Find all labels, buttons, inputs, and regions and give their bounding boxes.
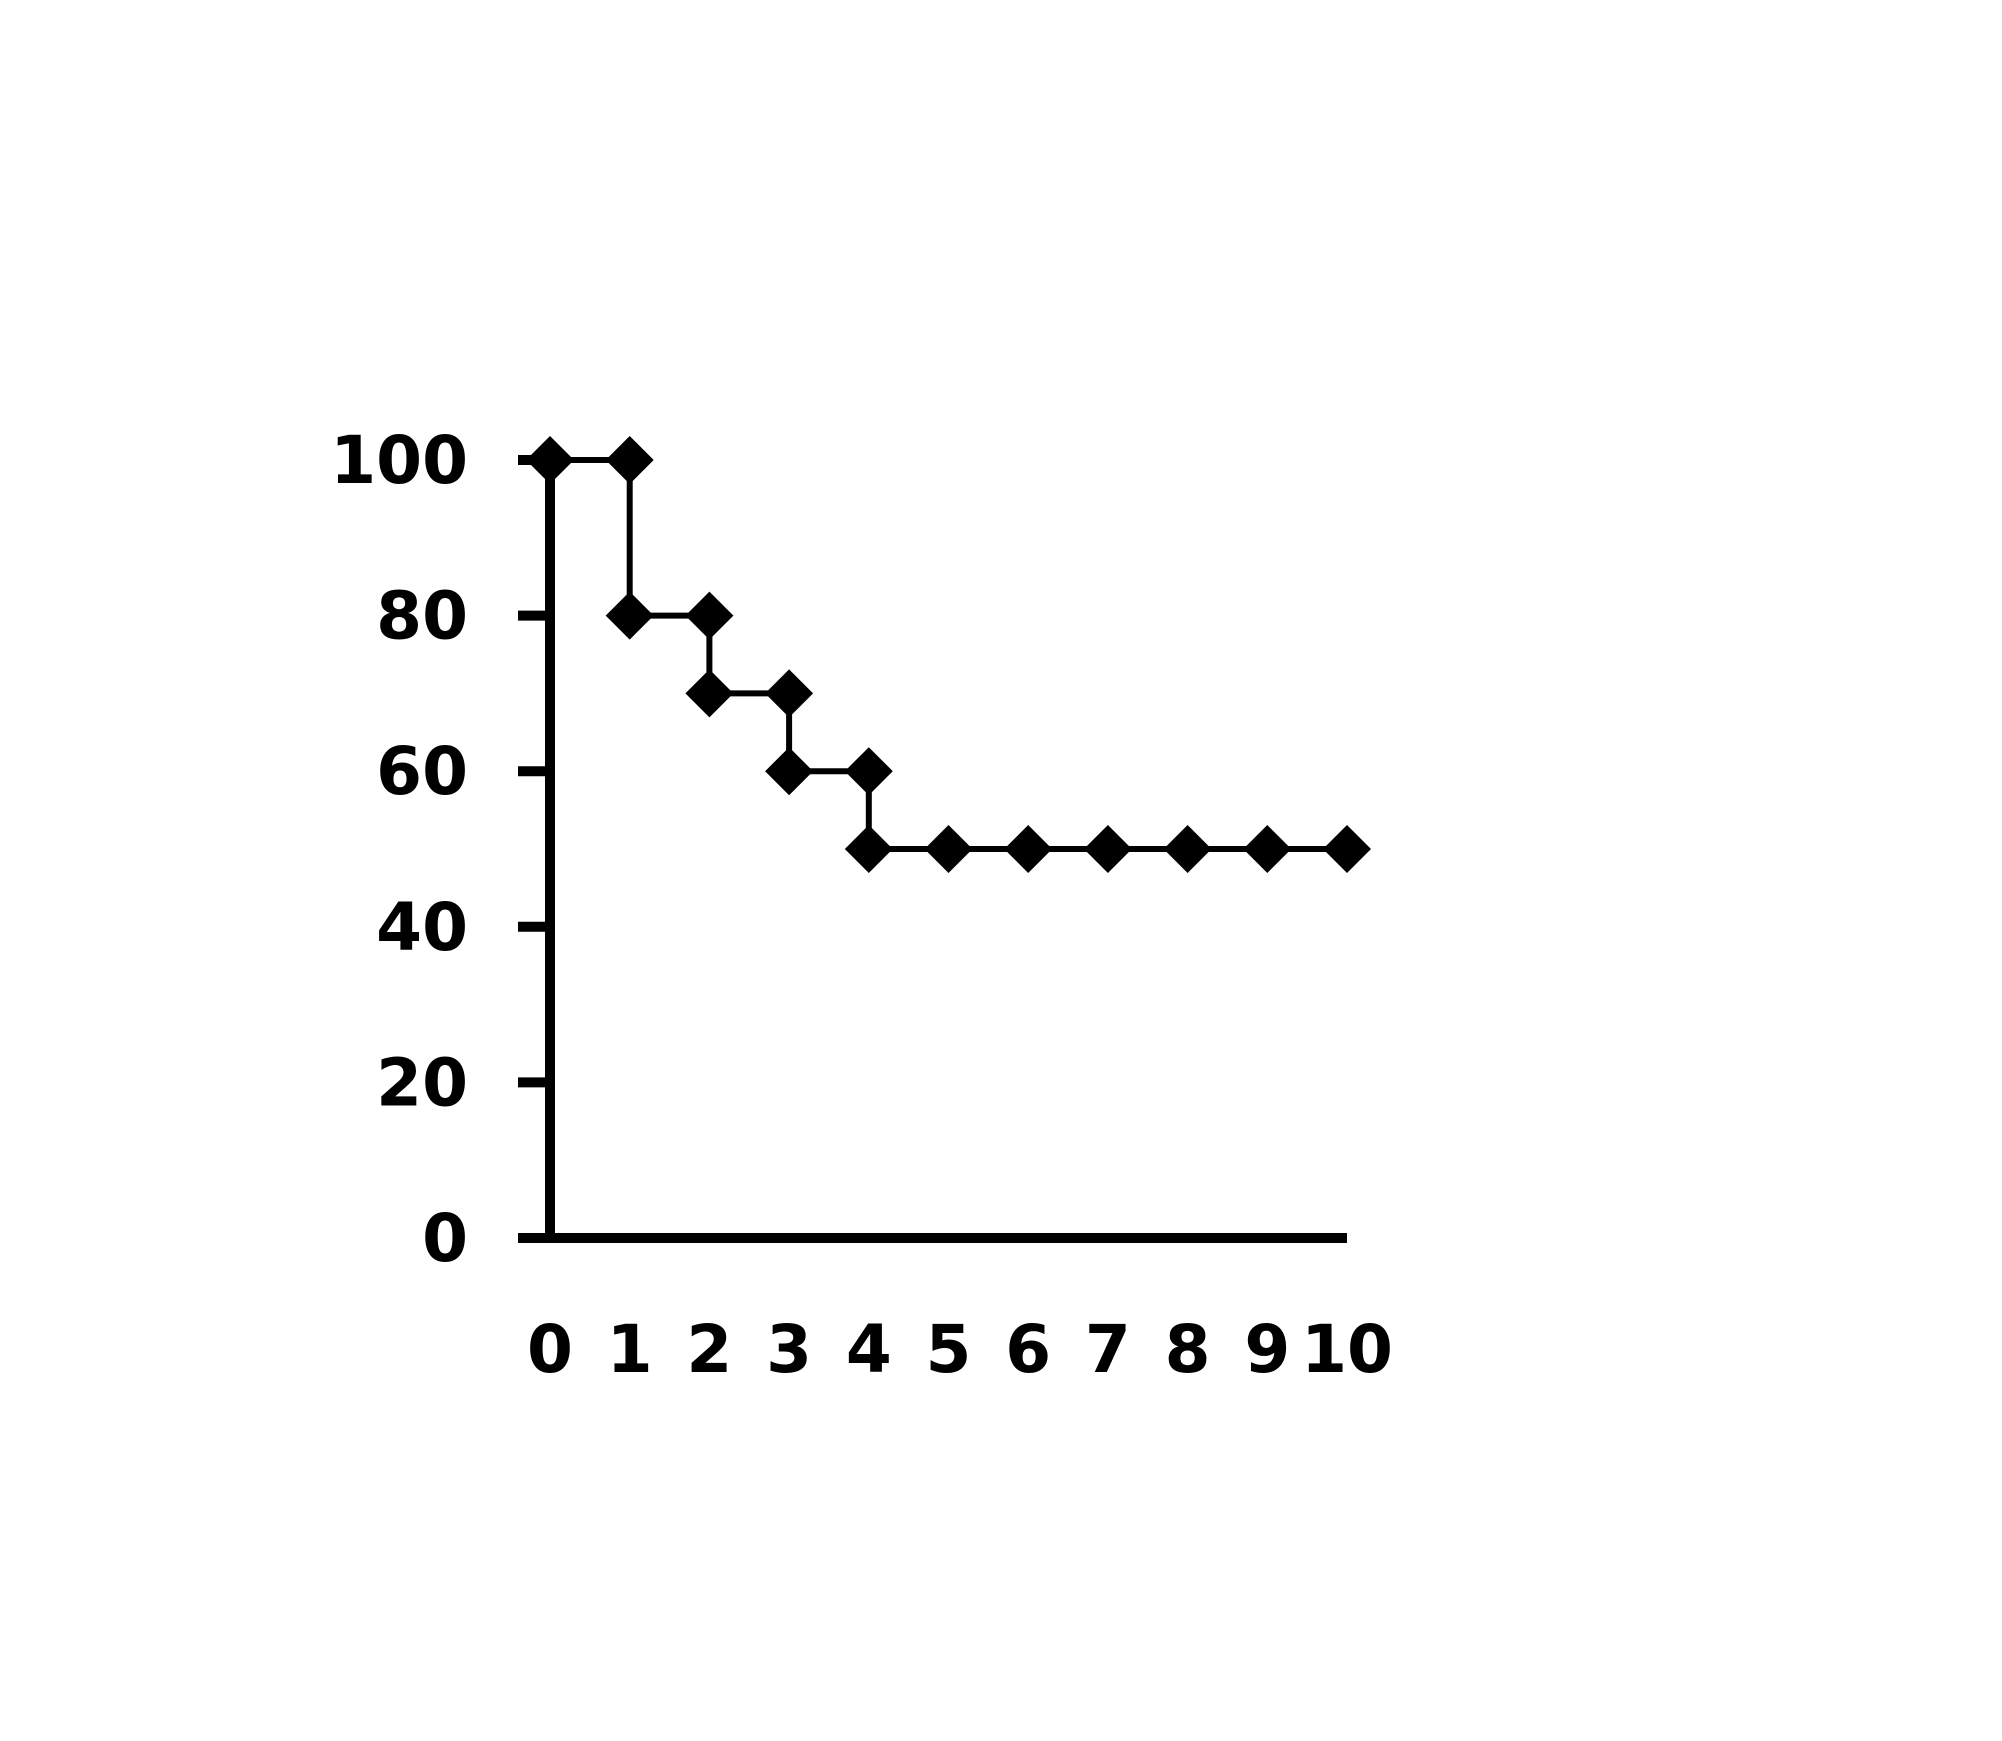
x-tick-label: 8 bbox=[1165, 1311, 1211, 1388]
data-point-diamond bbox=[1163, 825, 1212, 873]
y-tick-label: 100 bbox=[330, 422, 468, 499]
data-point-diamond bbox=[1243, 825, 1292, 873]
x-tick-label: 1 bbox=[607, 1311, 653, 1388]
chart-axes bbox=[518, 460, 1347, 1243]
x-tick-label: 5 bbox=[926, 1311, 972, 1388]
x-tick-label: 0 bbox=[527, 1311, 573, 1388]
data-point-diamond bbox=[685, 669, 734, 718]
data-point-diamond bbox=[1083, 825, 1132, 873]
data-point-diamond bbox=[844, 747, 893, 796]
data-point-diamond bbox=[605, 591, 654, 640]
x-tick-label: 6 bbox=[1005, 1311, 1051, 1388]
x-tick-label: 9 bbox=[1244, 1311, 1290, 1388]
y-tick-label: 80 bbox=[376, 578, 468, 655]
data-point-diamond bbox=[924, 825, 973, 873]
y-tick-label: 60 bbox=[376, 733, 468, 810]
data-point-diamond bbox=[765, 747, 814, 796]
x-tick-label: 7 bbox=[1085, 1311, 1131, 1388]
x-axis-ticks: 0 1 2 3 4 5 6 7 8 9 10 bbox=[527, 1311, 1393, 1388]
x-tick-label: 4 bbox=[846, 1311, 892, 1388]
data-point-diamond bbox=[844, 825, 893, 873]
x-tick-label: 2 bbox=[686, 1311, 732, 1388]
y-tick-label: 40 bbox=[376, 889, 468, 966]
x-tick-label: 10 bbox=[1301, 1311, 1393, 1388]
data-point-diamond bbox=[685, 591, 734, 640]
y-axis-ticks: 0 20 40 60 80 100 bbox=[330, 422, 550, 1277]
series-group bbox=[526, 436, 1371, 873]
data-point-diamond bbox=[765, 669, 814, 718]
data-point-diamond bbox=[605, 436, 654, 484]
y-tick-label: 0 bbox=[422, 1200, 468, 1277]
data-point-diamond bbox=[1323, 825, 1371, 873]
data-point-diamond bbox=[1004, 825, 1053, 873]
y-tick-label: 20 bbox=[376, 1044, 468, 1121]
data-point-diamond bbox=[526, 436, 574, 484]
x-tick-label: 3 bbox=[766, 1311, 812, 1388]
series-line bbox=[550, 457, 1347, 852]
